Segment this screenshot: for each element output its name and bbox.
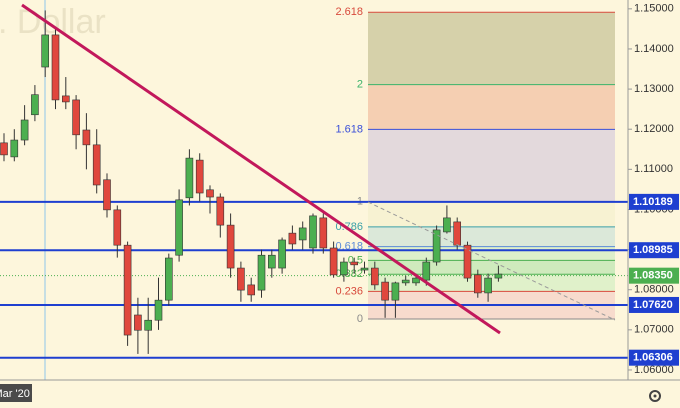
x-crosshair-box xyxy=(0,384,32,402)
body xyxy=(134,314,142,331)
body xyxy=(185,157,194,199)
y-tick-label: 1.12000 xyxy=(634,123,674,135)
body xyxy=(82,129,91,146)
body xyxy=(360,267,369,271)
body xyxy=(463,244,472,279)
body xyxy=(51,34,60,101)
fib-trend xyxy=(367,201,616,321)
price-label: 1.08985 xyxy=(633,244,673,256)
settings-icon[interactable] xyxy=(649,390,661,402)
body xyxy=(154,299,163,321)
body xyxy=(278,239,286,269)
body xyxy=(92,144,101,186)
price-label: 1.08350 xyxy=(633,270,673,282)
x-tick-label: 09 Mar '20 xyxy=(0,388,30,400)
y-tick-label: 1.13000 xyxy=(634,83,674,95)
candles xyxy=(0,10,503,354)
axis-labels: 1.150001.140001.130001.120001.110001.100… xyxy=(0,3,679,402)
body xyxy=(72,99,80,136)
body xyxy=(61,95,70,103)
body xyxy=(350,261,359,266)
body xyxy=(216,196,225,226)
body xyxy=(31,94,39,116)
price-box xyxy=(629,349,679,366)
body xyxy=(309,215,317,249)
fib-label: 2.618 xyxy=(335,6,363,18)
body xyxy=(144,319,152,331)
body xyxy=(20,119,29,141)
price-label: 1.10189 xyxy=(633,196,673,208)
body xyxy=(206,189,214,198)
body xyxy=(298,227,307,241)
fib-band xyxy=(368,246,615,261)
y-tick-label: 1.08000 xyxy=(634,284,674,296)
fib-label: 2 xyxy=(357,79,363,91)
price-box xyxy=(629,267,679,284)
body xyxy=(0,142,8,156)
body xyxy=(401,279,410,284)
y-tick-label: 1.11000 xyxy=(634,163,673,175)
price-label: 1.07620 xyxy=(633,299,673,311)
fib-band xyxy=(368,129,615,202)
y-tick-label: 1.06000 xyxy=(634,364,674,376)
body xyxy=(494,273,503,279)
body xyxy=(319,217,328,249)
body xyxy=(175,199,183,256)
body xyxy=(381,281,389,301)
trend-line xyxy=(21,3,501,335)
body xyxy=(41,34,50,68)
price-box xyxy=(629,193,679,210)
fib-band xyxy=(368,226,615,247)
gear[interactable] xyxy=(649,390,661,402)
body xyxy=(412,277,420,284)
body xyxy=(484,277,492,294)
body xyxy=(257,254,266,291)
body xyxy=(103,179,111,211)
body xyxy=(195,159,204,194)
body xyxy=(288,232,297,245)
body xyxy=(473,274,482,294)
price-box xyxy=(629,242,679,259)
body xyxy=(165,257,173,301)
price-box xyxy=(629,296,679,313)
y-tick-label: 1.15000 xyxy=(634,3,674,15)
fib-label: 1.618 xyxy=(335,123,363,135)
body xyxy=(267,254,276,269)
fib-label: 0.236 xyxy=(335,285,363,297)
body xyxy=(432,229,441,263)
body xyxy=(443,217,451,233)
body xyxy=(329,247,338,276)
y-tick-label: 1.07000 xyxy=(634,324,674,336)
fib-label: 0 xyxy=(357,313,363,325)
body xyxy=(237,267,245,291)
body xyxy=(123,244,132,336)
fib-band xyxy=(368,84,615,130)
gear-center xyxy=(653,394,657,398)
body xyxy=(247,284,255,296)
body xyxy=(10,139,19,158)
body xyxy=(113,209,122,246)
body xyxy=(453,221,462,246)
fib-band xyxy=(368,201,615,227)
body xyxy=(226,224,235,269)
body xyxy=(370,267,379,286)
body xyxy=(340,261,348,276)
price-label: 1.06306 xyxy=(633,352,673,364)
body xyxy=(391,282,400,301)
body xyxy=(422,261,431,281)
fib-band xyxy=(368,12,615,85)
y-tick-label: 1.14000 xyxy=(634,43,674,55)
fib-label: 0.382 xyxy=(335,268,363,280)
